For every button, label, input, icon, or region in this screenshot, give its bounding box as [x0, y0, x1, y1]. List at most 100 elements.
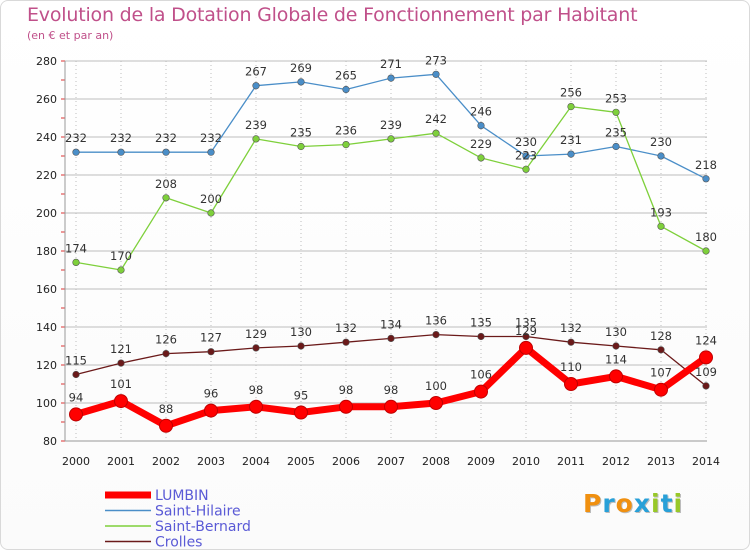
data-label-crolles: 130 [290, 325, 312, 339]
data-label-crolles: 132 [335, 321, 357, 335]
data-point-crolles [432, 331, 440, 339]
data-label-crolles: 128 [650, 329, 672, 343]
data-label-crolles: 109 [695, 365, 717, 379]
x-tick-label: 2007 [377, 455, 405, 468]
y-axis-ticks: 80 100 120 140 160 180 200 220 240 260 280 [36, 55, 57, 448]
data-label-saint-hilaire: 232 [200, 131, 222, 145]
data-point-saint-hilaire [477, 121, 485, 130]
data-label-lumbin: 129 [515, 324, 537, 338]
data-label-saint-bernard: 239 [245, 118, 267, 132]
data-label-saint-hilaire: 230 [650, 135, 672, 149]
data-label-lumbin: 94 [69, 390, 84, 404]
y-tick-label: 160 [36, 283, 57, 296]
data-label-crolles: 127 [200, 331, 222, 345]
data-label-saint-bernard: 256 [560, 86, 582, 100]
data-point-lumbin [69, 407, 83, 422]
y-tick-label: 280 [36, 55, 57, 68]
legend-label-saint-bernard: Saint-Bernard [155, 519, 251, 535]
data-label-crolles: 126 [155, 333, 177, 347]
y-tick-label: 140 [36, 321, 57, 334]
data-point-saint-hilaire [567, 150, 575, 158]
data-label-lumbin: 95 [294, 389, 309, 403]
data-label-lumbin: 96 [204, 387, 219, 401]
data-point-lumbin [294, 405, 308, 420]
data-point-lumbin [339, 399, 353, 414]
chart-title: Evolution de la Dotation Globale de Fonc… [27, 4, 638, 26]
data-label-crolles: 130 [605, 325, 627, 339]
chart-subtitle: (en € et par an) [27, 29, 114, 42]
x-axis-ticks: 2000 2001 2002 2003 2004 2005 2006 2007 2008 2009… [62, 455, 720, 468]
data-point-saint-hilaire [657, 152, 665, 160]
data-label-lumbin: 98 [249, 383, 264, 397]
data-point-crolles [477, 332, 485, 341]
data-point-saint-bernard [387, 135, 395, 143]
legend-label-crolles: Crolles [155, 535, 202, 550]
data-label-saint-bernard: 223 [515, 148, 537, 162]
x-tick-label: 2006 [332, 455, 360, 468]
x-tick-label: 2005 [287, 455, 315, 468]
data-point-saint-bernard [612, 108, 620, 116]
data-label-saint-bernard: 253 [605, 91, 627, 105]
logo-letter: t [660, 489, 674, 518]
data-point-saint-hilaire [117, 148, 125, 156]
data-label-lumbin: 114 [605, 352, 627, 366]
data-label-lumbin: 101 [110, 377, 132, 391]
data-point-lumbin [699, 350, 713, 365]
data-point-crolles [567, 338, 575, 346]
data-label-saint-hilaire: 271 [380, 57, 402, 71]
data-label-saint-hilaire: 235 [605, 126, 627, 140]
data-point-crolles [342, 338, 350, 346]
data-label-crolles: 134 [380, 317, 402, 331]
y-tick-label: 240 [36, 131, 57, 144]
data-point-lumbin [114, 394, 128, 409]
data-point-crolles [252, 344, 260, 352]
y-tick-label: 120 [36, 359, 57, 372]
data-point-crolles [657, 346, 665, 354]
data-point-saint-hilaire [297, 78, 305, 86]
data-label-saint-bernard: 239 [380, 118, 402, 132]
data-label-saint-hilaire: 246 [470, 105, 492, 119]
data-label-saint-bernard: 208 [155, 177, 177, 191]
data-label-saint-bernard: 229 [470, 137, 492, 151]
data-label-saint-bernard: 180 [695, 230, 717, 244]
data-label-crolles: 135 [470, 316, 492, 330]
data-point-saint-bernard [117, 266, 125, 274]
x-tick-label: 2012 [602, 455, 630, 468]
data-point-saint-bernard [252, 135, 260, 143]
data-point-crolles [297, 342, 305, 350]
data-label-lumbin: 88 [159, 402, 174, 416]
data-label-lumbin: 124 [695, 333, 717, 347]
data-label-lumbin: 110 [560, 360, 582, 374]
data-point-crolles [612, 342, 620, 350]
data-point-saint-hilaire [342, 85, 350, 94]
x-tick-label: 2011 [557, 455, 585, 468]
logo-letter: x [633, 489, 651, 518]
x-tick-label: 2004 [242, 455, 270, 468]
grid [61, 60, 707, 442]
data-label-saint-hilaire: 269 [290, 61, 312, 75]
legend-label-saint-hilaire: Saint-Hilaire [155, 504, 241, 520]
data-label-crolles: 115 [65, 354, 87, 368]
data-point-saint-bernard [657, 222, 665, 230]
data-label-crolles: 129 [245, 327, 267, 341]
data-point-saint-hilaire [702, 175, 710, 183]
data-point-saint-hilaire [387, 74, 395, 82]
logo-letter: i [651, 489, 661, 518]
data-point-lumbin [429, 396, 443, 410]
data-point-saint-bernard [477, 154, 485, 162]
data-point-saint-hilaire [432, 70, 440, 78]
data-label-lumbin: 100 [425, 379, 447, 393]
data-label-saint-hilaire: 232 [110, 131, 132, 145]
y-tick-label: 200 [36, 207, 57, 220]
data-label-saint-hilaire: 230 [515, 135, 537, 149]
data-point-saint-bernard [207, 209, 215, 217]
data-point-lumbin [249, 399, 263, 414]
data-point-crolles [72, 370, 80, 379]
data-label-saint-bernard: 200 [200, 192, 222, 206]
data-point-lumbin [384, 399, 398, 414]
data-point-saint-hilaire [612, 142, 620, 151]
data-label-lumbin: 98 [339, 383, 354, 397]
